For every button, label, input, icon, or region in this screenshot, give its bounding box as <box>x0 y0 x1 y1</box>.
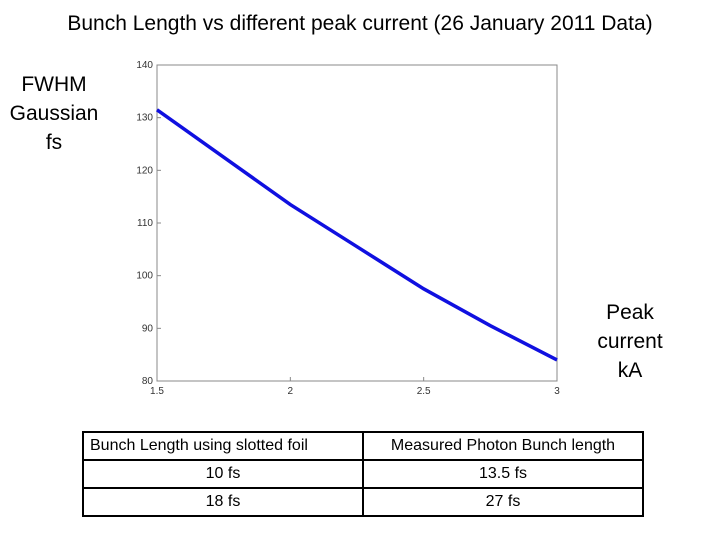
y-tick-label: 110 <box>137 218 153 229</box>
y-tick-label: 120 <box>136 165 153 176</box>
data-line <box>155 108 558 362</box>
header-cell: Measured Photon Bunch length <box>362 431 644 461</box>
table-row: 10 fs 13.5 fs <box>82 459 644 489</box>
y-tick-label: 80 <box>142 376 154 387</box>
table-cell: 27 fs <box>362 487 644 517</box>
table-header: Bunch Length using slotted foil Measured… <box>82 431 644 461</box>
header-cell: Bunch Length using slotted foil <box>82 431 364 461</box>
y-tick-label: 140 <box>136 60 153 71</box>
table-cell: 18 fs <box>82 487 364 517</box>
slide-title: Bunch Length vs different peak current (… <box>67 12 653 35</box>
x-tick-label: 1.5 <box>150 386 164 397</box>
plot-frame <box>156 64 558 382</box>
x-tick-label: 2.5 <box>417 386 431 397</box>
table-cell: 10 fs <box>82 459 364 489</box>
chart: 80 90 100 110 120 130 140 1.5 2 2.5 3 <box>136 60 560 397</box>
x-tick-label: 3 <box>554 386 560 397</box>
x-axis-label: Peak current kA <box>597 301 663 382</box>
y-axis-label: FWHM Gaussian fs <box>9 73 99 154</box>
table-cell: 13.5 fs <box>362 459 644 489</box>
y-tick-label: 130 <box>136 113 153 124</box>
table-row: 18 fs 27 fs <box>82 487 644 517</box>
y-tick-label: 100 <box>136 271 153 282</box>
x-tick-label: 2 <box>288 386 294 397</box>
results-table: Bunch Length using slotted foil Measured… <box>82 431 644 517</box>
y-tick-label: 90 <box>142 323 154 334</box>
